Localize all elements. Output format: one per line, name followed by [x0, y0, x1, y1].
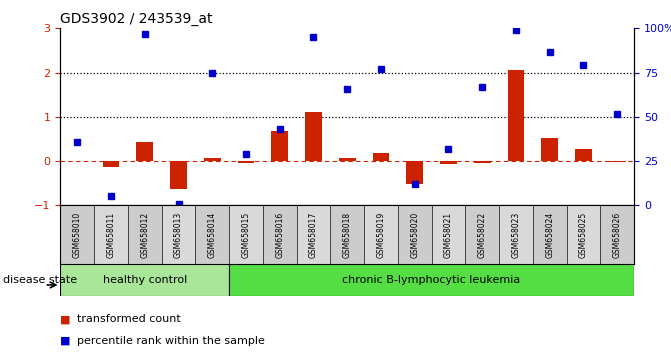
- Text: GSM658011: GSM658011: [107, 211, 115, 258]
- Bar: [372, 153, 389, 161]
- Text: ■: ■: [60, 314, 71, 324]
- Text: GSM658012: GSM658012: [140, 211, 149, 258]
- Text: GSM658017: GSM658017: [309, 211, 318, 258]
- Bar: [136, 143, 153, 161]
- Text: GSM658014: GSM658014: [208, 211, 217, 258]
- Bar: [499, 205, 533, 264]
- Text: GSM658020: GSM658020: [410, 211, 419, 258]
- Bar: [103, 161, 119, 167]
- Bar: [229, 205, 263, 264]
- Bar: [229, 264, 634, 296]
- Text: GDS3902 / 243539_at: GDS3902 / 243539_at: [60, 12, 213, 26]
- Text: chronic B-lymphocytic leukemia: chronic B-lymphocytic leukemia: [342, 275, 521, 285]
- Text: GSM658019: GSM658019: [376, 211, 386, 258]
- Text: GSM658021: GSM658021: [444, 211, 453, 258]
- Text: GSM658015: GSM658015: [242, 211, 250, 258]
- Bar: [238, 161, 254, 163]
- Bar: [609, 161, 625, 162]
- Text: GSM658018: GSM658018: [343, 211, 352, 258]
- Bar: [575, 149, 592, 161]
- Bar: [533, 205, 566, 264]
- Bar: [170, 161, 187, 188]
- Bar: [60, 205, 94, 264]
- Bar: [440, 161, 457, 164]
- Bar: [566, 205, 601, 264]
- Text: GSM658010: GSM658010: [72, 211, 82, 258]
- Bar: [339, 158, 356, 161]
- Text: GSM658025: GSM658025: [579, 211, 588, 258]
- Text: GSM658022: GSM658022: [478, 211, 486, 258]
- Bar: [94, 205, 128, 264]
- Bar: [474, 161, 491, 163]
- Bar: [195, 205, 229, 264]
- Text: GSM658026: GSM658026: [613, 211, 622, 258]
- Bar: [271, 131, 288, 161]
- Bar: [162, 205, 195, 264]
- Bar: [398, 205, 431, 264]
- Bar: [364, 205, 398, 264]
- Bar: [330, 205, 364, 264]
- Text: disease state: disease state: [3, 275, 77, 285]
- Text: GSM658013: GSM658013: [174, 211, 183, 258]
- Bar: [204, 158, 221, 161]
- Text: percentile rank within the sample: percentile rank within the sample: [77, 336, 265, 346]
- Bar: [263, 205, 297, 264]
- Bar: [431, 205, 466, 264]
- Bar: [507, 70, 525, 161]
- Bar: [407, 161, 423, 184]
- Text: GSM658023: GSM658023: [511, 211, 521, 258]
- Bar: [60, 264, 229, 296]
- Bar: [305, 113, 322, 161]
- Bar: [601, 205, 634, 264]
- Text: GSM658016: GSM658016: [275, 211, 285, 258]
- Bar: [128, 205, 162, 264]
- Text: healthy control: healthy control: [103, 275, 187, 285]
- Text: ■: ■: [60, 336, 71, 346]
- Bar: [297, 205, 330, 264]
- Text: transformed count: transformed count: [77, 314, 181, 324]
- Bar: [466, 205, 499, 264]
- Bar: [541, 138, 558, 161]
- Text: GSM658024: GSM658024: [546, 211, 554, 258]
